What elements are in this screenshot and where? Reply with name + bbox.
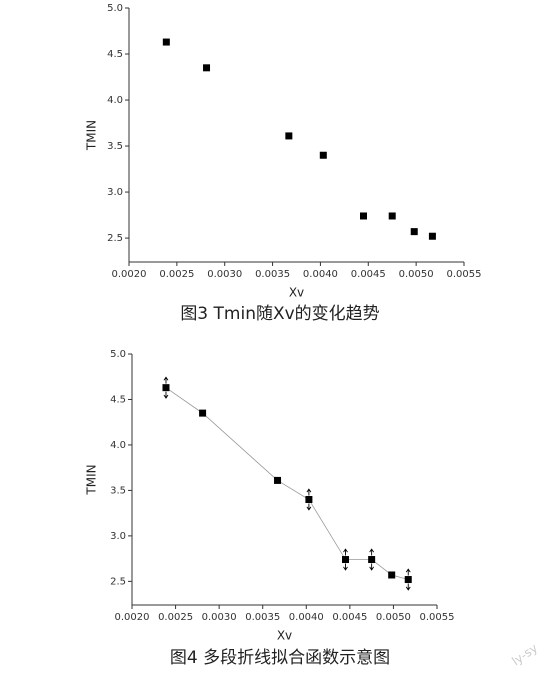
x-tick-label: 0.0045 xyxy=(351,269,386,280)
point xyxy=(404,576,412,584)
y-tick-label: 4.5 xyxy=(110,394,126,405)
x-axis-label: Xv xyxy=(277,629,292,643)
x-tick-label: 0.0020 xyxy=(115,612,150,623)
y-axis-label: TMIN xyxy=(85,120,99,151)
y-tick-label: 4.0 xyxy=(110,440,126,451)
x-tick-label: 0.0025 xyxy=(159,269,194,280)
x-tick-label: 0.0055 xyxy=(447,269,482,280)
point xyxy=(342,556,349,564)
point xyxy=(305,496,313,504)
y-tick-label: 5.0 xyxy=(107,3,123,14)
error-bar xyxy=(306,488,312,511)
x-tick-label: 0.0030 xyxy=(207,269,242,280)
x-tick-label: 0.0035 xyxy=(255,269,290,280)
y-tick-label: 3.5 xyxy=(107,141,123,152)
error-bar xyxy=(163,376,169,399)
error-bar xyxy=(369,548,375,571)
point xyxy=(360,212,367,220)
x-tick-label: 0.0030 xyxy=(202,612,237,623)
x-tick-label: 0.0035 xyxy=(245,612,280,623)
point xyxy=(388,571,396,579)
x-tick-label: 0.0025 xyxy=(158,612,193,623)
error-bar xyxy=(405,568,411,591)
point xyxy=(319,151,327,159)
x-tick-label: 0.0050 xyxy=(376,612,411,623)
x-axis-label: Xv xyxy=(289,286,304,300)
y-tick-label: 2.5 xyxy=(107,233,123,244)
x-tick-label: 0.0020 xyxy=(112,269,147,280)
x-tick-label: 0.0040 xyxy=(303,269,338,280)
y-tick-label: 5.0 xyxy=(110,349,126,360)
caption: 图4 多段折线拟合函数示意图 xyxy=(170,648,390,668)
y-tick-label: 4.0 xyxy=(107,95,123,106)
y-tick-label: 3.0 xyxy=(110,531,126,542)
point xyxy=(410,228,418,236)
caption: 图3 Tmin随Xv的变化趋势 xyxy=(180,304,379,324)
point xyxy=(199,409,207,417)
x-tick-label: 0.0045 xyxy=(332,612,367,623)
y-tick-label: 3.0 xyxy=(107,187,123,198)
watermark: ly-sy xyxy=(509,641,540,668)
y-tick-label: 2.5 xyxy=(110,576,126,587)
point xyxy=(203,64,211,72)
y-tick-label: 4.5 xyxy=(107,49,123,60)
point xyxy=(388,212,396,220)
point xyxy=(428,232,436,240)
point xyxy=(162,38,170,46)
x-tick-label: 0.0050 xyxy=(399,269,434,280)
error-bar xyxy=(343,548,348,571)
x-tick-label: 0.0055 xyxy=(420,612,455,623)
point xyxy=(285,132,293,140)
x-tick-label: 0.0040 xyxy=(289,612,324,623)
y-axis-label: TMIN xyxy=(85,464,99,495)
point xyxy=(368,556,376,564)
point xyxy=(162,384,170,392)
y-tick-label: 3.5 xyxy=(110,485,126,496)
point xyxy=(274,476,282,484)
